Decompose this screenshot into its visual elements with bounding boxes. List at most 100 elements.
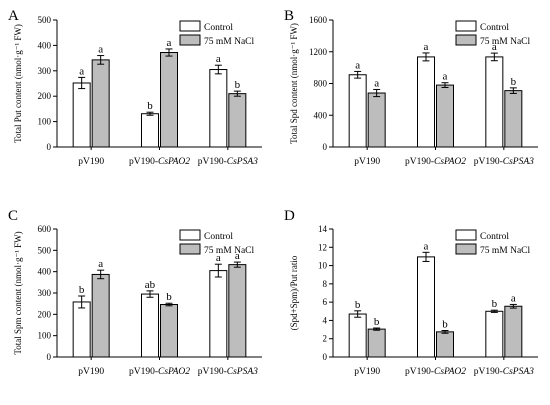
legend-label: Control [480,232,509,242]
bar-control [72,301,91,358]
bar-control [485,56,504,148]
significance-label: b [511,76,517,88]
x-category-label: pV190-CsPAO2 [405,367,466,377]
significance-label: a [374,77,379,89]
y-tick-label: 0 [323,142,328,152]
legend-swatch-nacl [455,243,477,255]
x-category-label: pV190-CsPAO2 [129,367,190,377]
y-tick-label: 8 [323,279,328,289]
y-tick-label: 0 [47,142,52,152]
y-axis-title: Total Put content (nmol·g⁻¹ FW) [13,24,23,143]
y-tick-label: 400 [38,40,52,50]
legend: Control 75 mM NaCl [455,20,531,47]
x-category-label: pV190-CsPSA3 [198,367,258,377]
significance-label: b [79,284,85,296]
significance-label: a [216,53,221,65]
significance-label: a [79,65,84,77]
legend-label: Control [204,232,233,242]
x-category-label: pV190-CsPAO2 [129,157,190,167]
legend-swatch-nacl [179,243,201,255]
significance-label: b [147,100,153,112]
y-tick-label: 400 [314,110,328,120]
x-category-label: pV190-CsPSA3 [474,157,534,167]
panel-letter: C [8,208,18,224]
category-prefix: pV190 [78,157,104,167]
y-tick-label: 1600 [309,15,328,25]
significance-label: a [492,41,497,53]
y-tick-label: 600 [38,224,52,234]
legend-swatch-control [179,20,201,32]
y-tick-label: 4 [323,315,328,325]
y-tick-label: 200 [38,91,52,101]
legend-label: Control [204,23,233,33]
category-prefix: pV190 [354,367,380,377]
legend-label: 75 mM NaCl [480,37,531,47]
x-category-label: pV190 [78,157,104,167]
significance-label: a [424,41,429,53]
y-tick-label: 14 [318,224,328,234]
significance-label: b [442,318,448,330]
bar-control [417,56,435,148]
legend-swatch-control [455,229,477,241]
bar-control [141,293,159,358]
legend: Control 75 mM NaCl [455,229,531,256]
bar-nacl [160,52,178,148]
category-prefix: pV190 [354,157,380,167]
bar-control [417,256,435,358]
significance-label: b [492,298,498,310]
bar-nacl [160,304,178,358]
y-tick-label: 100 [38,331,52,341]
bar-nacl [91,59,110,148]
category-prefix: pV190- [405,157,434,167]
y-tick-label: 300 [38,66,52,76]
category-prefix: pV190- [129,157,158,167]
legend: Control 75 mM NaCl [179,20,255,47]
y-tick-label: 300 [38,288,52,298]
panel-letter: D [284,208,295,224]
significance-label: b [235,79,241,91]
x-category-label: pV190-CsPSA3 [198,157,258,167]
panel-b: B 0 400 800 1200 1600 Total Spd content (nmol·… [284,8,538,167]
category-prefix: pV190- [474,367,503,377]
significance-label: a [98,258,103,270]
bar-nacl [91,273,110,358]
panel-letter: B [284,8,294,24]
category-gene: CsPAO2 [158,157,190,167]
bar-control [348,313,367,358]
panel-a: A 0 100 200 300 400 500 Total Put content (nmol… [8,8,262,167]
bar-nacl [367,328,386,358]
legend-swatch-nacl [455,34,477,46]
y-tick-label: 800 [314,79,328,89]
bar-control [72,82,91,148]
y-tick-label: 10 [318,261,328,271]
significance-label: a [216,252,221,264]
significance-label: a [511,292,516,304]
category-gene: CsPSA3 [503,367,534,377]
significance-label: b [166,291,172,303]
significance-label: a [167,37,172,49]
bar-nacl [228,264,247,358]
y-axis-title: (Spd+Spm)/Put ratio [289,255,299,330]
category-prefix: pV190- [198,157,227,167]
y-axis-title: Total Spd content (nmol·g⁻¹ FW) [289,23,299,144]
category-prefix: pV190 [78,367,104,377]
x-category-label: pV190-CsPSA3 [474,367,534,377]
x-category-label: pV190 [354,367,380,377]
legend-label: 75 mM NaCl [480,246,531,256]
legend-label: 75 mM NaCl [204,246,255,256]
bar-control [348,74,367,148]
y-axis-title: Total Spm content (nmol·g⁻¹ FW) [13,231,23,354]
y-tick-label: 1200 [309,47,328,57]
panel-d: D 0 2 4 6 8 10 12 14 (Spd+Spm)/Put ratio b b pV190 a b… [284,208,538,377]
bar-nacl [436,84,454,148]
bar-nacl [504,90,523,148]
y-tick-label: 12 [318,242,327,252]
significance-label: a [235,250,240,262]
y-tick-label: 0 [323,352,328,362]
y-tick-label: 400 [38,267,52,277]
category-prefix: pV190- [474,157,503,167]
bar-control [209,270,228,358]
category-gene: CsPAO2 [158,367,190,377]
significance-label: b [374,316,380,328]
